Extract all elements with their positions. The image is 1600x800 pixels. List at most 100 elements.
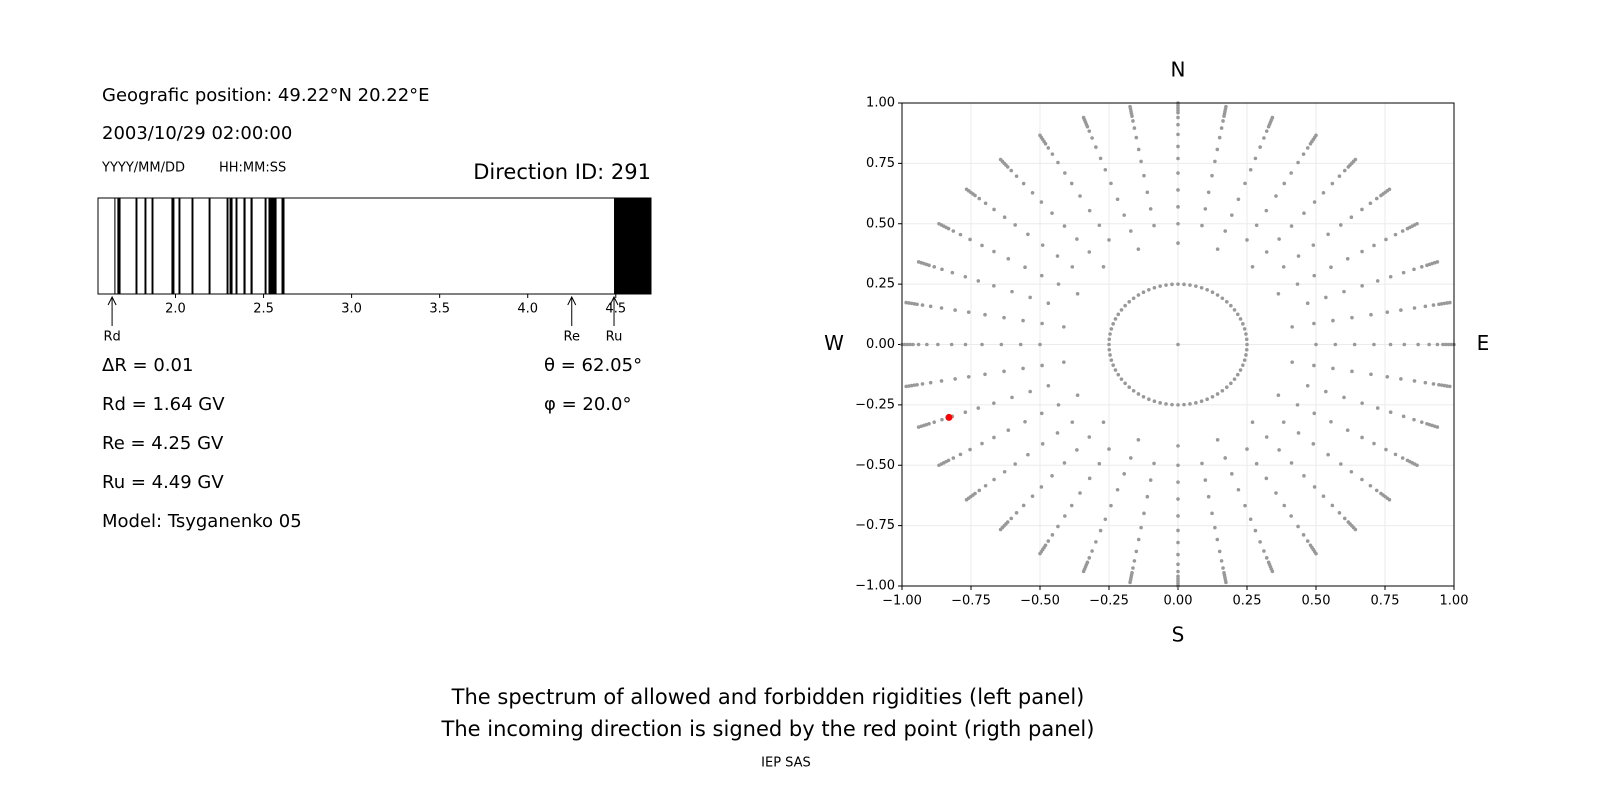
direction-dot [1235, 372, 1240, 377]
plot-frame [901, 102, 1455, 587]
direction-dot [1127, 300, 1132, 304]
direction-dot [983, 372, 987, 377]
direction-dot [1439, 383, 1444, 387]
direction-dot [968, 237, 972, 242]
direction-dot [1075, 237, 1079, 241]
direction-dot [1200, 461, 1204, 466]
direction-dot [1182, 402, 1186, 407]
direction-dot [928, 304, 933, 309]
direction-dot [1113, 317, 1118, 321]
direction-dot [1431, 382, 1436, 386]
direction-dot [983, 201, 988, 206]
direction-dot [1176, 188, 1180, 192]
x-tick-label: 2.5 [253, 302, 274, 317]
direction-dot [1270, 115, 1275, 120]
direction-dot [1399, 308, 1403, 312]
direction-dot [1435, 425, 1440, 429]
info: Model: Tsyganenko 05 [102, 511, 302, 532]
direction-dot [1040, 442, 1045, 446]
direction-dot [1113, 368, 1118, 372]
direction-dot [1374, 196, 1379, 201]
direction-dot [958, 452, 963, 457]
direction-dot [915, 302, 919, 307]
direction-dot [1081, 115, 1086, 120]
direction-dot [1210, 290, 1215, 295]
direction-dot [1445, 384, 1449, 388]
direction-dot [1321, 494, 1326, 498]
direction-dot [1445, 301, 1449, 305]
direction-dot [1302, 211, 1306, 215]
direction-dot [1243, 181, 1247, 186]
direction-dot [1131, 388, 1136, 393]
direction-dot [1224, 300, 1229, 304]
direction-dot [1026, 452, 1030, 457]
direction-dot [983, 483, 988, 488]
direction-dot [1018, 342, 1023, 347]
direction-dot [1164, 402, 1168, 406]
direction-dot [1435, 342, 1440, 347]
direction-dot [1219, 126, 1224, 130]
direction-dot [1046, 146, 1051, 150]
direction-dot [916, 425, 921, 429]
direction-dot [1385, 374, 1390, 379]
direction-dot [1321, 191, 1326, 195]
x-tick-label: 2.0 [165, 302, 186, 317]
direction-dot [1009, 168, 1014, 173]
direction-dot [1314, 133, 1318, 138]
direction-dot [1401, 414, 1406, 419]
direction-dot [1164, 283, 1168, 287]
direction-dot [1345, 428, 1350, 433]
date-format: YYYY/MM/DD [101, 161, 185, 176]
direction-dot [1109, 503, 1113, 508]
direction-dot [1439, 302, 1444, 306]
x-tick-label: 4.5 [605, 302, 626, 317]
direction-dot [1176, 205, 1180, 209]
direction-dot [1090, 549, 1094, 553]
direction-dot [1176, 562, 1180, 567]
caption: The incoming direction is signed by the … [441, 717, 1095, 741]
direction-dot [1290, 360, 1294, 364]
direction-dot [1372, 243, 1376, 248]
direction-dot [1158, 284, 1162, 288]
direction-dot [1107, 337, 1112, 342]
direction-dot [912, 302, 917, 306]
direction-dot [1333, 342, 1338, 347]
direction-dot [1372, 441, 1376, 446]
direction-dot [1203, 478, 1208, 482]
y-tick-label: 0.00 [866, 337, 895, 352]
direction-dot [1342, 395, 1346, 400]
direction-dot [1103, 517, 1108, 522]
direction-dot [1415, 221, 1419, 226]
direction-dot [1009, 516, 1014, 521]
direction-dot [958, 232, 963, 237]
marker-label: Re [564, 330, 580, 345]
direction-dot [1312, 321, 1316, 326]
direction-dot [1109, 358, 1114, 362]
direction-dot [1148, 207, 1153, 211]
direction-dot [1006, 256, 1011, 261]
direction-dot [1330, 181, 1335, 186]
direction-dot [1423, 304, 1428, 309]
direction-dot [1046, 539, 1051, 543]
direction-dot [1350, 369, 1354, 374]
direction-dot [905, 342, 910, 347]
info: ΔR = 0.01 [102, 355, 193, 376]
direction-dot [1221, 566, 1225, 570]
direction-dot [980, 441, 984, 446]
direction-dot [920, 382, 925, 386]
direction-dot [1219, 559, 1224, 563]
direction-dot [1145, 190, 1150, 195]
direction-dot [1221, 119, 1225, 123]
direction-dot [1232, 308, 1237, 312]
direction-dot [1055, 254, 1060, 258]
direction-dot [1176, 132, 1180, 137]
direction-dot [1224, 580, 1228, 585]
direction-dot [937, 463, 941, 468]
direction-dot [1446, 342, 1451, 347]
direction-dot [963, 410, 968, 415]
direction-dot [1116, 312, 1121, 317]
direction-dot [1087, 129, 1092, 133]
direction-dot [1337, 174, 1342, 178]
direction-dot [1136, 293, 1141, 297]
direction-dot [1176, 444, 1180, 448]
